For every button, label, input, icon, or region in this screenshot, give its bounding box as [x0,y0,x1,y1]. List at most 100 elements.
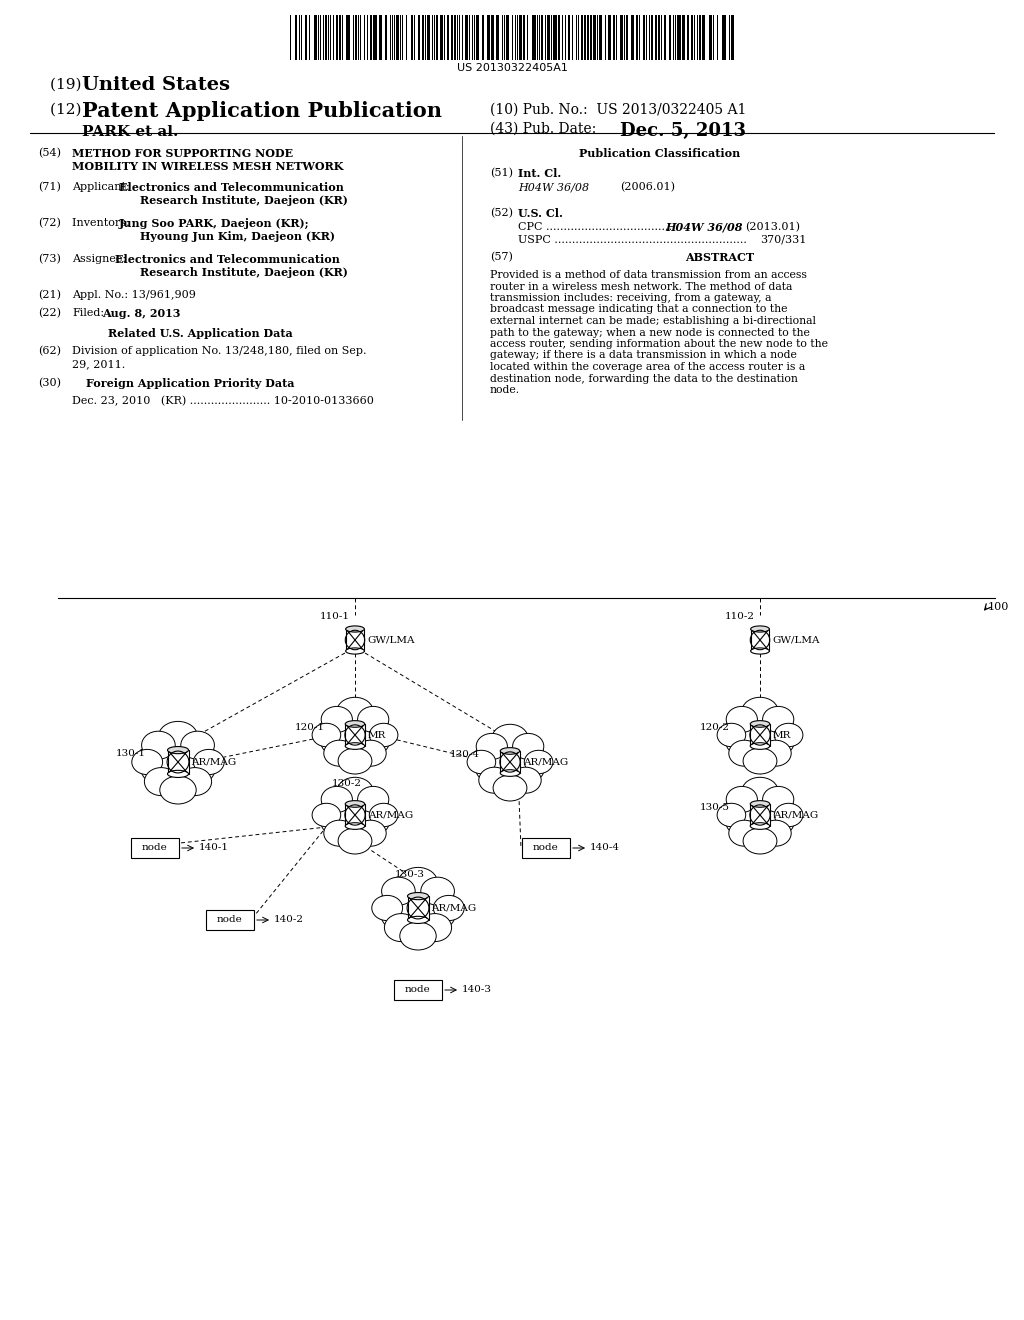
Text: 140-4: 140-4 [590,843,620,853]
Bar [523,15,525,59]
Ellipse shape [318,706,391,763]
Bar [487,15,490,59]
Ellipse shape [467,750,496,774]
Bar [465,15,468,59]
Text: 130-4: 130-4 [451,750,480,759]
Ellipse shape [181,731,214,759]
Ellipse shape [743,828,777,854]
Bar [547,15,550,59]
Text: (22): (22) [38,308,61,318]
Bar [345,723,365,746]
Bar [295,15,297,59]
Bar [722,15,726,59]
Ellipse shape [337,777,373,807]
Bar [346,15,350,59]
Text: node: node [534,843,559,853]
Text: Assignee:: Assignee: [72,253,130,264]
Ellipse shape [337,697,373,726]
Ellipse shape [338,748,372,774]
Ellipse shape [510,767,542,793]
Text: AR/MAG: AR/MAG [368,810,413,820]
Text: node.: node. [490,385,520,395]
Bar [370,15,372,59]
Ellipse shape [144,768,178,796]
Ellipse shape [473,734,547,791]
Text: 130-5: 130-5 [700,803,730,812]
Ellipse shape [345,743,365,750]
Text: (19): (19) [50,78,86,92]
Bar [336,15,338,59]
Bar [665,15,667,59]
Ellipse shape [318,787,391,843]
Bar [423,15,424,59]
Ellipse shape [524,750,553,774]
Bar [305,15,307,59]
Ellipse shape [741,777,778,807]
Bar [531,15,536,59]
Bar [339,15,341,59]
Text: Division of application No. 13/248,180, filed on Sep.: Division of application No. 13/248,180, … [72,346,367,356]
Bar [476,15,479,59]
Text: destination node, forwarding the data to the destination: destination node, forwarding the data to… [490,374,798,384]
Text: (51): (51) [490,168,513,178]
Ellipse shape [338,828,372,854]
Text: MR: MR [773,730,792,739]
Bar [455,15,457,59]
Ellipse shape [384,913,418,941]
Text: AR/MAG: AR/MAG [191,758,237,767]
Text: Foreign Application Priority Data: Foreign Application Priority Data [86,378,294,389]
Text: access router, sending information about the new node to the: access router, sending information about… [490,339,828,348]
Bar [612,15,614,59]
Bar [553,15,557,59]
Bar [670,15,672,59]
Text: 100: 100 [988,602,1010,612]
Ellipse shape [357,787,389,812]
Text: (2006.01): (2006.01) [620,182,675,193]
Bar [346,630,365,651]
Text: (12): (12) [50,103,86,117]
Text: AR/MAG: AR/MAG [773,810,818,820]
Ellipse shape [178,768,212,796]
Text: 130-3: 130-3 [394,870,425,879]
Text: AR/MAG: AR/MAG [431,903,477,912]
Text: H04W 36/08: H04W 36/08 [665,222,742,234]
Ellipse shape [382,878,415,906]
Text: router in a wireless mesh network. The method of data: router in a wireless mesh network. The m… [490,281,793,292]
Text: node: node [217,916,243,924]
Bar [651,15,653,59]
Text: Inventors:: Inventors: [72,218,133,228]
Ellipse shape [345,801,365,808]
Text: Dec. 23, 2010   (KR) ....................... 10-2010-0133660: Dec. 23, 2010 (KR) .....................… [72,396,374,407]
Bar [593,15,596,59]
Bar [587,15,589,59]
Ellipse shape [168,747,188,754]
Bar [394,979,442,1001]
Text: 130-1: 130-1 [116,750,145,758]
Ellipse shape [346,648,365,655]
Ellipse shape [729,820,760,846]
Bar [702,15,706,59]
Ellipse shape [370,723,398,747]
Text: AR/MAG: AR/MAG [522,758,568,767]
Ellipse shape [139,731,217,793]
Text: U.S. Cl.: U.S. Cl. [518,209,563,219]
Bar [699,15,701,59]
Text: CPC ....................................: CPC .................................... [518,222,672,232]
Bar [436,15,438,59]
Ellipse shape [372,895,402,920]
Bar [607,15,610,59]
Text: ABSTRACT: ABSTRACT [685,252,755,263]
Bar [637,15,638,59]
Text: node: node [142,843,168,853]
Bar [519,15,522,59]
Bar [658,15,660,59]
Bar [599,15,601,59]
Text: gateway; if there is a data transmission in which a node: gateway; if there is a data transmission… [490,351,797,360]
Bar [385,15,387,59]
Bar [687,15,689,59]
Text: MR: MR [368,730,386,739]
Ellipse shape [741,697,778,726]
Text: Int. Cl.: Int. Cl. [518,168,561,180]
Bar [632,15,635,59]
Bar [206,909,254,931]
